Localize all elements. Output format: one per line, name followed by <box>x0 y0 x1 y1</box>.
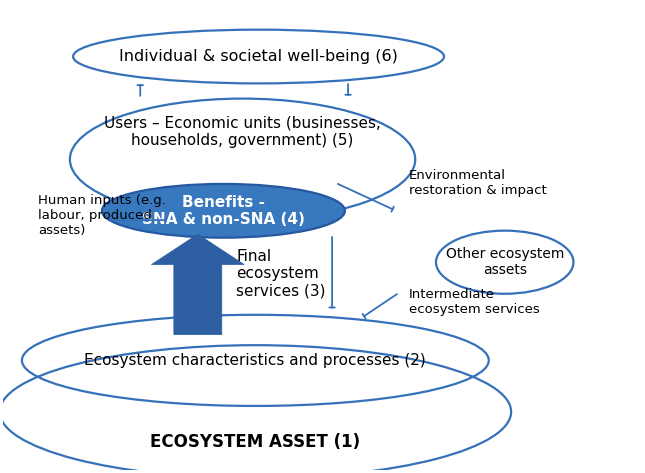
Text: Ecosystem characteristics and processes (2): Ecosystem characteristics and processes … <box>84 353 426 368</box>
Polygon shape <box>152 234 244 335</box>
Text: ECOSYSTEM ASSET (1): ECOSYSTEM ASSET (1) <box>150 433 361 451</box>
Text: Environmental
restoration & impact: Environmental restoration & impact <box>409 169 546 197</box>
Text: Individual & societal well-being (6): Individual & societal well-being (6) <box>119 49 398 64</box>
Text: Final
ecosystem
services (3): Final ecosystem services (3) <box>236 249 326 299</box>
Text: Benefits -
SNA & non-SNA (4): Benefits - SNA & non-SNA (4) <box>142 194 305 227</box>
Text: Users – Economic units (businesses,
households, government) (5): Users – Economic units (businesses, hous… <box>104 115 381 148</box>
Text: Intermediate
ecosystem services: Intermediate ecosystem services <box>409 288 540 316</box>
Text: Human inputs (e.g.
labour, produced
assets): Human inputs (e.g. labour, produced asse… <box>38 194 166 237</box>
Text: Other ecosystem
assets: Other ecosystem assets <box>446 247 564 277</box>
Ellipse shape <box>102 184 345 237</box>
